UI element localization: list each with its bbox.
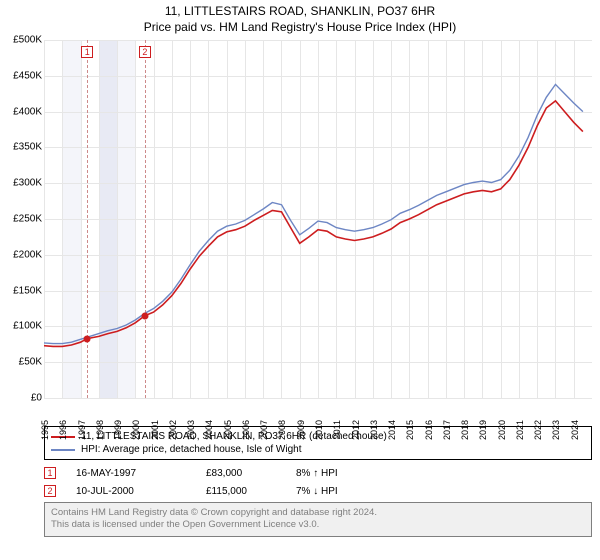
event-row-1: 1 16-MAY-1997 £83,000 8% ↑ HPI (44, 464, 592, 482)
x-tick-label: 2016 (424, 420, 434, 440)
x-tick-label: 2012 (351, 420, 361, 440)
x-tick-label: 2006 (241, 420, 251, 440)
chart-container: 11, LITTLESTAIRS ROAD, SHANKLIN, PO37 6H… (0, 0, 600, 560)
x-tick-label: 2001 (150, 420, 160, 440)
chart-area: £0 £50K £100K £150K £200K £250K £300K £350K £400… (0, 40, 600, 420)
event-row-2: 2 10-JUL-2000 £115,000 7% ↓ HPI (44, 482, 592, 500)
event-table: 1 16-MAY-1997 £83,000 8% ↑ HPI 2 10-JUL-… (44, 464, 592, 500)
y-tick-label: £450K (13, 70, 42, 81)
x-tick-label: 2000 (131, 420, 141, 440)
y-tick-label: £400K (13, 106, 42, 117)
legend-swatch-blue (51, 449, 75, 451)
chart-subtitle: Price paid vs. HM Land Registry's House … (0, 18, 600, 40)
x-tick-label: 2017 (442, 420, 452, 440)
x-axis: 1995199619971998199920002001200220032004… (44, 398, 592, 420)
y-tick-label: £50K (19, 357, 42, 368)
x-tick-label: 2015 (405, 420, 415, 440)
x-tick-label: 1999 (113, 420, 123, 440)
x-tick-label: 2005 (223, 420, 233, 440)
x-tick-label: 1997 (77, 420, 87, 440)
event-delta-2: 7% ↓ HPI (296, 486, 338, 497)
x-tick-label: 1996 (58, 420, 68, 440)
event-date-2: 10-JUL-2000 (76, 486, 186, 497)
y-tick-label: £250K (13, 214, 42, 225)
x-tick-label: 2024 (570, 420, 580, 440)
x-tick-label: 2004 (204, 420, 214, 440)
event-dot-1 (84, 335, 91, 342)
x-tick-label: 2013 (369, 420, 379, 440)
event-date-1: 16-MAY-1997 (76, 468, 186, 479)
x-tick-label: 1995 (40, 420, 50, 440)
event-price-2: £115,000 (206, 486, 276, 497)
line-series-svg (44, 40, 592, 398)
y-tick-label: £350K (13, 142, 42, 153)
event-marker-2-icon: 2 (44, 485, 56, 497)
chart-title: 11, LITTLESTAIRS ROAD, SHANKLIN, PO37 6H… (0, 0, 600, 18)
event-delta-1: 8% ↑ HPI (296, 468, 338, 479)
x-tick-label: 2019 (478, 420, 488, 440)
y-tick-label: £300K (13, 178, 42, 189)
x-tick-label: 2020 (497, 420, 507, 440)
event-dot-2 (141, 312, 148, 319)
legend-row-hpi: HPI: Average price, detached house, Isle… (51, 443, 585, 456)
x-tick-label: 2023 (551, 420, 561, 440)
x-tick-label: 2011 (332, 420, 342, 439)
legend-label-hpi: HPI: Average price, detached house, Isle… (81, 444, 302, 455)
x-tick-label: 2009 (296, 420, 306, 440)
event-box-1: 1 (81, 46, 93, 58)
plot-area: 12 (44, 40, 592, 398)
y-tick-label: £100K (13, 321, 42, 332)
series-price_paid (44, 101, 583, 347)
y-axis: £0£50K£100K£150K£200K£250K£300K£350K£400… (0, 40, 44, 398)
x-tick-label: 1998 (95, 420, 105, 440)
attribution-line-1: Contains HM Land Registry data © Crown c… (51, 507, 585, 519)
event-price-1: £83,000 (206, 468, 276, 479)
x-tick-label: 2002 (168, 420, 178, 440)
x-tick-label: 2008 (277, 420, 287, 440)
y-tick-label: £500K (13, 35, 42, 46)
attribution-box: Contains HM Land Registry data © Crown c… (44, 502, 592, 537)
x-tick-label: 2003 (186, 420, 196, 440)
attribution-line-2: This data is licensed under the Open Gov… (51, 519, 585, 531)
y-tick-label: £0 (31, 393, 42, 404)
event-marker-1-icon: 1 (44, 467, 56, 479)
y-tick-label: £200K (13, 249, 42, 260)
x-tick-label: 2007 (259, 420, 269, 440)
x-tick-label: 2018 (460, 420, 470, 440)
x-tick-label: 2021 (515, 420, 525, 440)
x-tick-label: 2014 (387, 420, 397, 440)
series-hpi (44, 84, 583, 343)
y-tick-label: £150K (13, 285, 42, 296)
x-tick-label: 2010 (314, 420, 324, 440)
x-tick-label: 2022 (533, 420, 543, 440)
event-box-2: 2 (139, 46, 151, 58)
